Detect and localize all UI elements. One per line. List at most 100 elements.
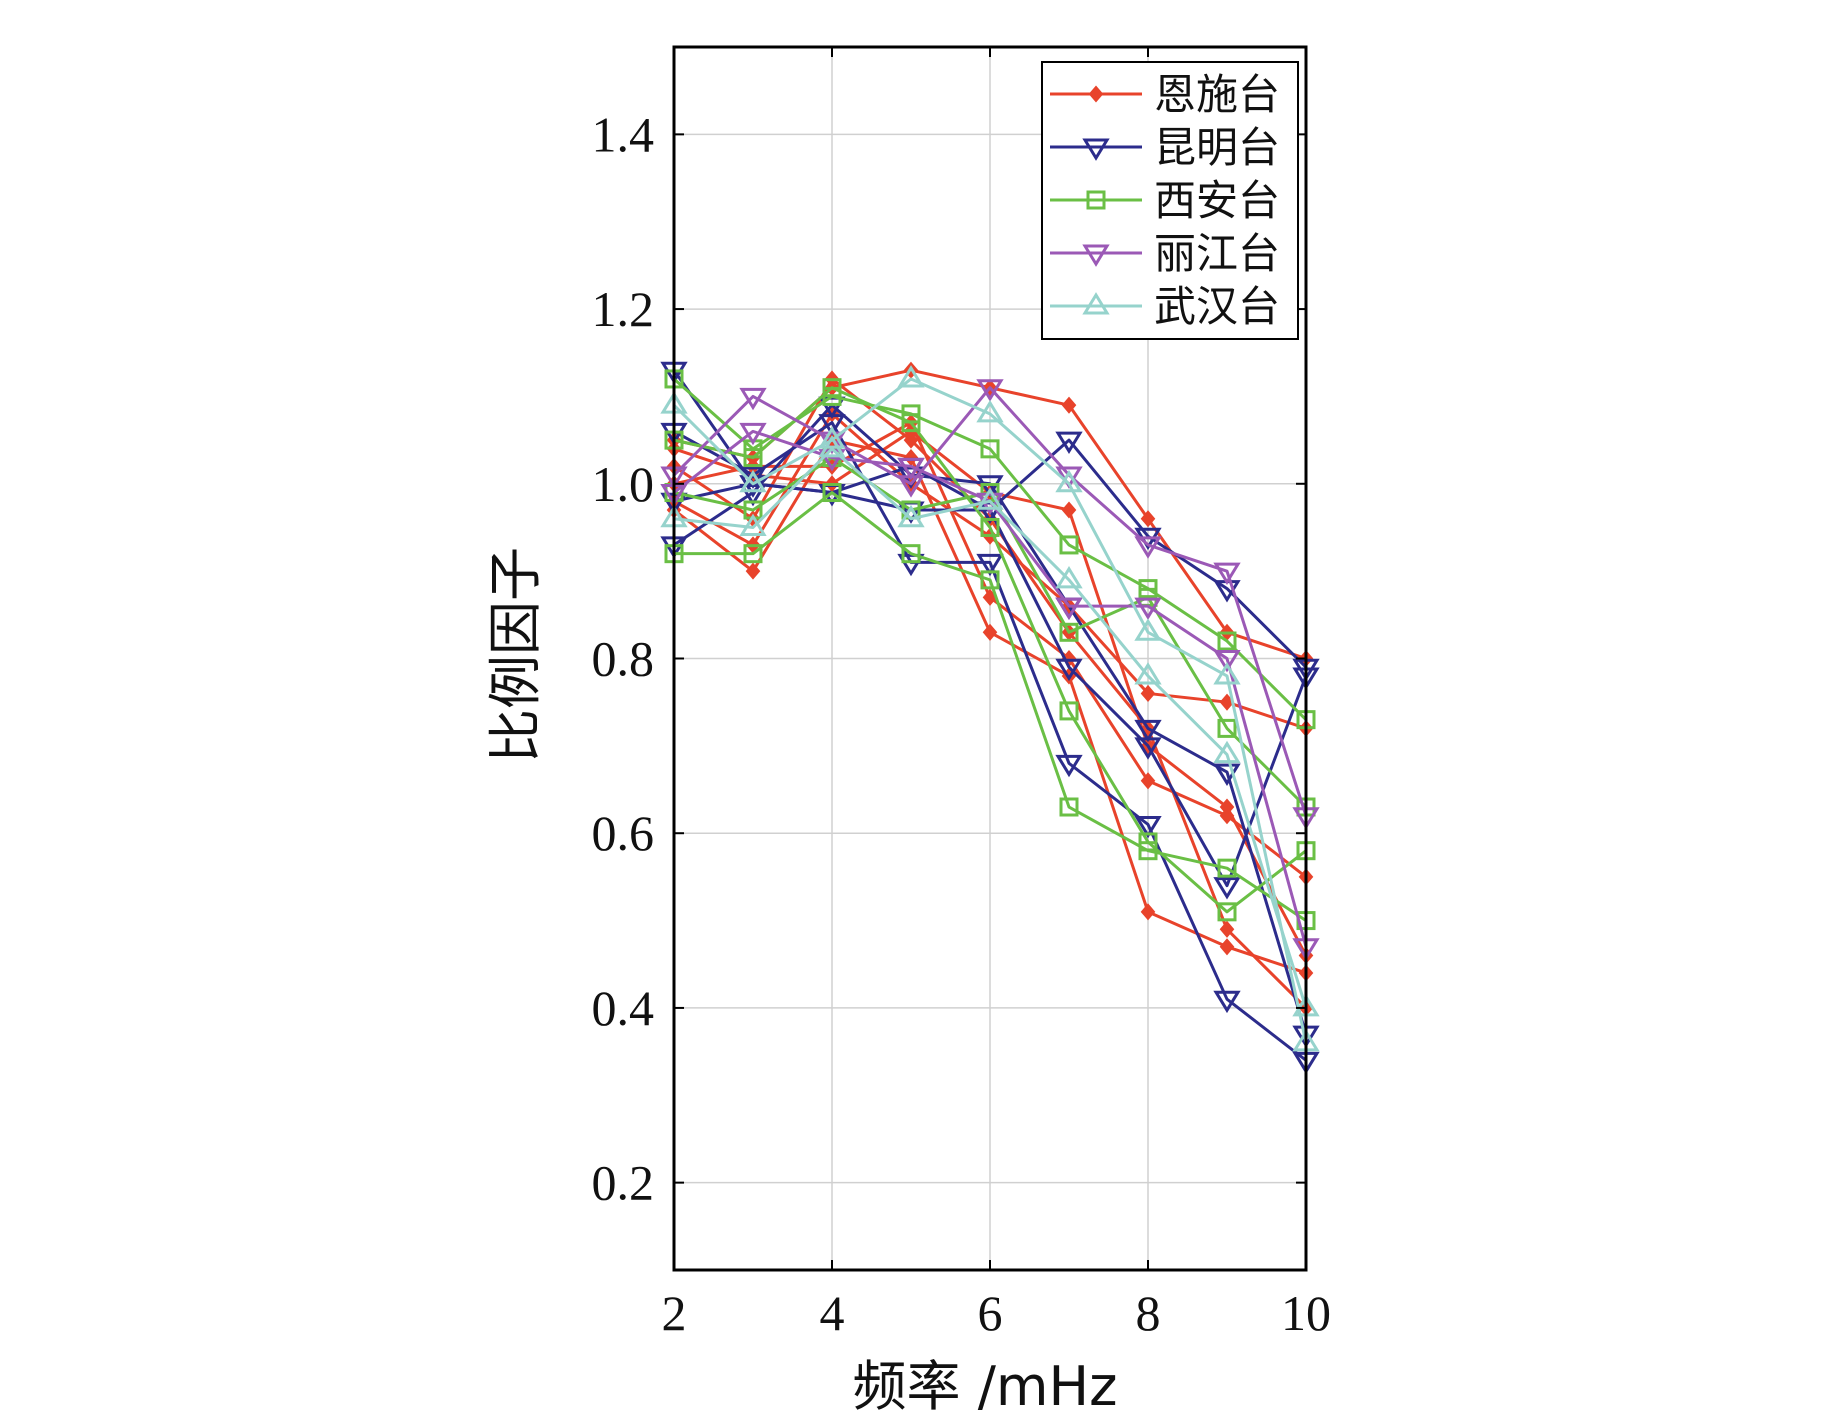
data-point (1140, 510, 1156, 528)
data-point (976, 379, 1004, 402)
data-point (1055, 597, 1083, 620)
data-point (818, 426, 846, 449)
legend-item: 恩施台 (1050, 70, 1280, 119)
data-point (1055, 566, 1083, 589)
data-point (822, 483, 842, 503)
data-point (980, 570, 1000, 590)
legend-swatch-marker (1082, 244, 1110, 267)
x-axis-title: 频率 /mHz (853, 1355, 1118, 1417)
series-16 (660, 365, 1320, 1052)
x-tick-label: 4 (820, 1285, 845, 1341)
data-point (897, 553, 925, 577)
data-point (1059, 797, 1079, 817)
data-point (976, 553, 1004, 577)
data-point (1213, 650, 1241, 673)
data-point (1055, 754, 1083, 778)
data-point (743, 544, 763, 564)
legend-item: 昆明台 (1050, 123, 1280, 172)
data-point (1217, 631, 1237, 651)
data-point (897, 365, 925, 388)
y-axis-title: 比例因子 (484, 547, 547, 763)
legend-item: 西安台 (1050, 176, 1280, 225)
data-point (1219, 798, 1235, 816)
legend-swatch-marker (1086, 190, 1106, 210)
data-point (897, 457, 925, 481)
data-point (1059, 701, 1079, 721)
data-point (1217, 718, 1237, 738)
legend-swatch-marker (1082, 138, 1110, 161)
x-tick-label: 10 (1281, 1285, 1331, 1341)
series-line (673, 447, 1308, 1009)
data-point (1134, 737, 1162, 760)
data-point (976, 400, 1004, 423)
legend-item: 丽江台 (1050, 229, 1280, 278)
data-point (818, 434, 846, 458)
data-point (901, 544, 921, 564)
data-point (980, 439, 1000, 459)
data-point (1213, 662, 1241, 685)
data-point (1061, 501, 1077, 519)
legend-item: 武汉台 (1050, 282, 1280, 331)
series-line (673, 386, 1307, 914)
data-point (1213, 990, 1241, 1014)
series-line (674, 491, 1307, 922)
data-point (1059, 535, 1079, 555)
data-point (1134, 618, 1162, 641)
legend-label: 西安台 (1154, 176, 1280, 225)
data-point (1219, 938, 1235, 956)
data-point (739, 469, 767, 493)
data-point (982, 623, 998, 641)
data-point (1055, 658, 1083, 682)
data-point (1055, 431, 1083, 454)
data-point (1134, 597, 1162, 620)
data-point (1134, 815, 1162, 839)
y-tick-label: 0.4 (592, 980, 655, 1036)
legend-label: 丽江台 (1154, 229, 1280, 278)
data-point (901, 413, 921, 433)
y-tick-label: 0.2 (592, 1155, 655, 1211)
x-tick-label: 6 (978, 1285, 1003, 1341)
data-point (739, 387, 767, 411)
data-point (745, 562, 761, 580)
data-point (1134, 536, 1162, 559)
data-point (1140, 903, 1156, 921)
data-point (903, 449, 919, 467)
data-point (1217, 902, 1237, 922)
data-point (1140, 684, 1156, 702)
y-tick-label: 1.0 (592, 456, 655, 512)
y-tick-label: 0.8 (592, 631, 655, 687)
data-point (1140, 772, 1156, 790)
data-point (1134, 662, 1162, 685)
y-tick-label: 0.6 (592, 805, 655, 861)
y-tick-label: 1.2 (592, 281, 655, 337)
data-point (1059, 622, 1079, 642)
data-point (1217, 858, 1237, 878)
legend-swatch-marker (1082, 292, 1110, 315)
x-tick-label: 2 (662, 1285, 687, 1341)
data-point (1134, 719, 1162, 743)
data-point (822, 378, 842, 398)
data-point (743, 448, 763, 468)
series-14 (660, 379, 1320, 830)
legend-label: 恩施台 (1154, 70, 1280, 119)
x-tick-label: 8 (1136, 1285, 1161, 1341)
data-point (1213, 877, 1241, 900)
data-point (739, 484, 767, 507)
legend-label: 武汉台 (1154, 282, 1280, 331)
data-point (739, 422, 767, 446)
legend-swatch-marker (1088, 85, 1104, 103)
y-tick-label: 1.4 (592, 106, 655, 162)
data-point (980, 517, 1000, 537)
axis-ticks: 2 4 6 8 10 0.2 0.4 0.6 0.8 1.0 1.2 1.4 (592, 47, 1331, 1341)
data-point (1055, 469, 1083, 493)
series-line (672, 386, 1308, 817)
series-12 (664, 378, 1316, 922)
series-line (673, 421, 1307, 1062)
data-point (1213, 740, 1241, 764)
series-layer (660, 361, 1320, 1075)
data-point (739, 513, 767, 536)
data-point (903, 431, 919, 449)
data-point (976, 487, 1004, 510)
